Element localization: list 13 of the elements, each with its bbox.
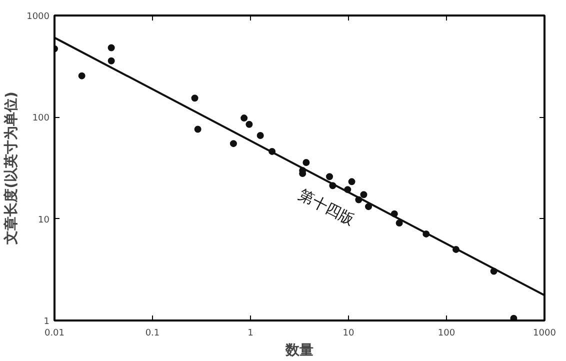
x-tick-label: 0.1 <box>145 328 160 338</box>
y-tick-label: 1 <box>44 317 50 327</box>
y-tick-label: 100 <box>32 114 50 124</box>
y-axis-title: 文章长度(以英寸为单位) <box>2 92 20 246</box>
x-axis-title: 数量 <box>284 342 314 358</box>
y-tick-label: 10 <box>38 215 50 226</box>
y-tick-label: 1000 <box>26 12 50 22</box>
x-tick-label: 0.01 <box>44 328 65 338</box>
x-tick-label: 10 <box>342 328 354 338</box>
x-tick-label: 1000 <box>533 328 556 338</box>
x-tick-label: 1 <box>248 328 254 338</box>
text: 第十四版 <box>296 186 358 229</box>
x-tick-label: 100 <box>438 328 456 338</box>
